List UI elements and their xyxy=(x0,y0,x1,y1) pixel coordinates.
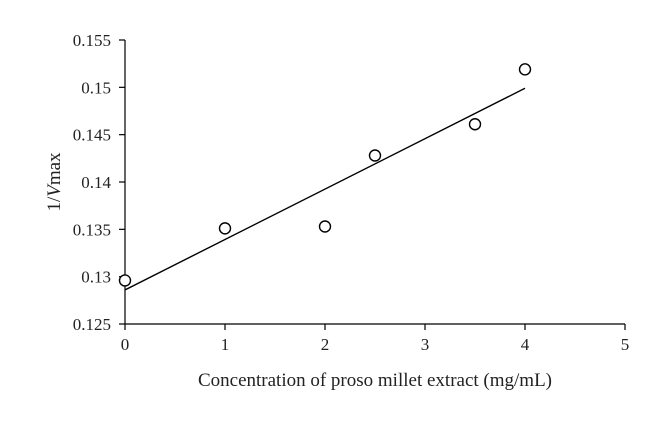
x-tick-label: 1 xyxy=(221,335,230,354)
x-tick-label: 4 xyxy=(521,335,530,354)
y-tick-label: 0.125 xyxy=(73,315,111,334)
y-tick-label: 0.15 xyxy=(81,78,111,97)
data-point xyxy=(518,63,532,76)
y-ticks: 0.125 0.13 0.135 0.14 0.145 0.15 0.155 xyxy=(73,31,125,334)
x-tick-label: 5 xyxy=(621,335,630,354)
x-tick-label: 0 xyxy=(121,335,130,354)
y-axis-title-variable: V xyxy=(44,183,65,197)
x-tick-label: 2 xyxy=(321,335,330,354)
y-tick-label: 0.13 xyxy=(81,268,111,287)
y-tick-label: 0.135 xyxy=(73,220,111,239)
data-point xyxy=(468,118,482,131)
trendline xyxy=(124,87,526,291)
x-ticks: 0 1 2 3 4 5 xyxy=(121,324,630,354)
y-tick-label: 0.14 xyxy=(81,173,111,192)
data-point xyxy=(368,149,382,162)
x-tick-label: 3 xyxy=(421,335,430,354)
y-axis-title-suffix: max xyxy=(44,152,65,185)
data-point xyxy=(218,222,232,235)
y-axis-title-prefix: 1/ xyxy=(44,196,65,212)
data-point xyxy=(118,274,132,287)
data-point xyxy=(318,220,332,233)
y-tick-label: 0.145 xyxy=(73,126,111,145)
y-axis-title: 1/Vmax xyxy=(44,152,65,212)
data-points xyxy=(118,63,532,287)
x-axis-title: Concentration of proso millet extract (m… xyxy=(198,370,552,391)
y-tick-label: 0.155 xyxy=(73,31,111,50)
